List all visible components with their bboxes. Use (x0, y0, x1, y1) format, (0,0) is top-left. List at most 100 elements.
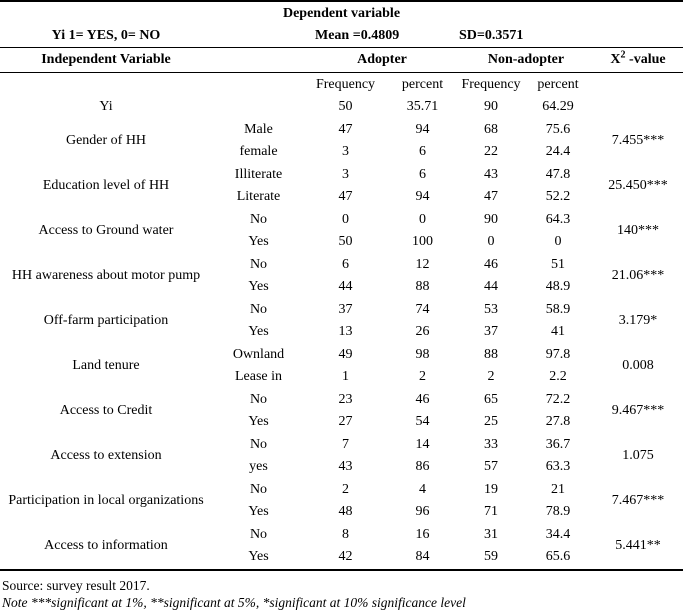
value-cell: 63.3 (545, 459, 571, 475)
table-row: Access to extension No 7 14 33 36.7 1.07… (0, 434, 683, 463)
adopter-percent-header: percent (401, 76, 444, 92)
category-cell: Lease in (234, 369, 283, 385)
chi-value: 25.450*** (608, 178, 668, 193)
category-cell: No (249, 391, 268, 407)
significance-note: Note ***significant at 1%, **significant… (2, 594, 466, 610)
category-cell (212, 96, 305, 119)
sd-value: SD=0.3571 (459, 25, 593, 48)
chi-square-header: X2 -value (593, 47, 683, 73)
value-cell: 49 (338, 346, 353, 362)
value-cell: 54 (415, 414, 430, 430)
empty-cell (212, 47, 305, 73)
dependent-variable-row: Dependent variable (0, 1, 683, 25)
table-row: Yi 50 35.71 90 64.29 (0, 96, 683, 119)
table-row: Access to Ground water No 0 0 90 64.3 14… (0, 209, 683, 238)
chi-superscript: 2 (620, 49, 626, 61)
chi-value: 5.441** (615, 538, 661, 553)
chi-value: 3.179* (618, 313, 658, 328)
category-cell: Literate (236, 189, 281, 205)
sub-header-row: Frequency percent Frequency percent (0, 73, 683, 97)
empty-cell (212, 25, 305, 48)
category-cell: Yes (248, 324, 269, 340)
category-cell: No (249, 526, 268, 542)
value-cell: 74 (415, 301, 430, 317)
results-table: Dependent variable Yi 1= YES, 0= NO Mean… (0, 0, 683, 571)
value-cell: 34.4 (545, 526, 571, 542)
variable-label: HH awareness about motor pump (11, 268, 201, 283)
category-cell: Yes (248, 279, 269, 295)
value-cell: 24.4 (545, 144, 571, 160)
empty-cell (0, 73, 212, 97)
value-cell: 36.7 (545, 436, 571, 452)
value-cell: 47 (484, 189, 498, 205)
value-cell: 78.9 (545, 504, 571, 520)
variable-label: Access to information (44, 538, 168, 553)
table-row: Yes 50 100 0 0 (0, 231, 683, 254)
variable-label: Off-farm participation (43, 313, 169, 328)
value-cell: 48.9 (545, 279, 571, 295)
value-cell: 2.2 (549, 369, 567, 385)
yi-definition: Yi 1= YES, 0= NO (0, 25, 212, 48)
value-cell: 37 (338, 301, 353, 317)
adopter-header: Adopter (305, 47, 459, 73)
value-cell: 6 (419, 144, 426, 160)
value-cell: 7 (342, 436, 349, 452)
chi-rest: -value (625, 52, 666, 67)
value-cell: 33 (484, 436, 498, 452)
table-row: Access to Credit No 23 46 65 72.2 9.467*… (0, 389, 683, 418)
category-cell: No (249, 211, 268, 227)
value-cell: 47 (338, 189, 353, 205)
value-cell: 2 (487, 369, 495, 385)
category-cell: yes (249, 459, 268, 475)
category-cell: Male (244, 121, 273, 137)
value-cell: 1 (342, 369, 349, 385)
chi-value: 21.06*** (611, 268, 665, 283)
value-cell: 27.8 (545, 414, 571, 430)
table-row: Gender of HH Male 47 94 68 75.6 7.455*** (0, 119, 683, 148)
table-row: Lease in 1 2 2 2.2 (0, 366, 683, 389)
value-cell: 23 (338, 391, 353, 407)
category-cell: No (249, 481, 268, 497)
table-row: Education level of HH Illiterate 3 6 43 … (0, 164, 683, 193)
table-row: Access to information No 8 16 31 34.4 5.… (0, 524, 683, 553)
value-cell: 57 (484, 459, 498, 475)
column-group-header-row: Independent Variable Adopter Non-adopter… (0, 47, 683, 73)
source-note: Source: survey result 2017. (2, 577, 150, 593)
value-cell: 6 (419, 166, 426, 182)
value-cell: 25 (484, 414, 498, 430)
table-row: Yes 48 96 71 78.9 (0, 501, 683, 524)
table-row: yes 43 86 57 63.3 (0, 456, 683, 479)
empty-cell (593, 73, 683, 97)
mean-value: Mean =0.4809 (305, 25, 459, 48)
chi-value: 140*** (617, 223, 660, 238)
chi-value: 7.455*** (611, 133, 665, 148)
value-cell: 21 (551, 481, 565, 497)
value-cell: 42 (338, 549, 353, 565)
value-cell: 64.29 (542, 99, 574, 115)
table-row: Yes 44 88 44 48.9 (0, 276, 683, 299)
value-cell: 65 (484, 391, 498, 407)
value-cell: 75.6 (545, 121, 571, 137)
category-cell: Yes (248, 414, 269, 430)
value-cell: 43 (484, 166, 498, 182)
value-cell: 43 (338, 459, 353, 475)
value-cell: 50 (338, 99, 353, 115)
table-row: Literate 47 94 47 52.2 (0, 186, 683, 209)
value-cell: 53 (484, 301, 498, 317)
variable-label: Access to extension (50, 448, 162, 463)
category-cell: Ownland (232, 346, 285, 362)
value-cell: 84 (415, 549, 430, 565)
value-cell: 4 (419, 481, 426, 497)
table-row: Yes 42 84 59 65.6 (0, 546, 683, 570)
variable-label: Education level of HH (42, 178, 170, 193)
value-cell: 90 (484, 211, 498, 227)
dependent-variable-title: Dependent variable (282, 5, 401, 21)
category-cell: Illiterate (234, 166, 283, 182)
value-cell: 50 (338, 234, 353, 250)
value-cell: 97.8 (545, 346, 571, 362)
variable-label: Access to Ground water (38, 223, 174, 238)
value-cell: 35.71 (406, 99, 439, 115)
value-cell: 41 (551, 324, 565, 340)
variable-label: Access to Credit (59, 403, 153, 418)
value-cell: 31 (484, 526, 498, 542)
